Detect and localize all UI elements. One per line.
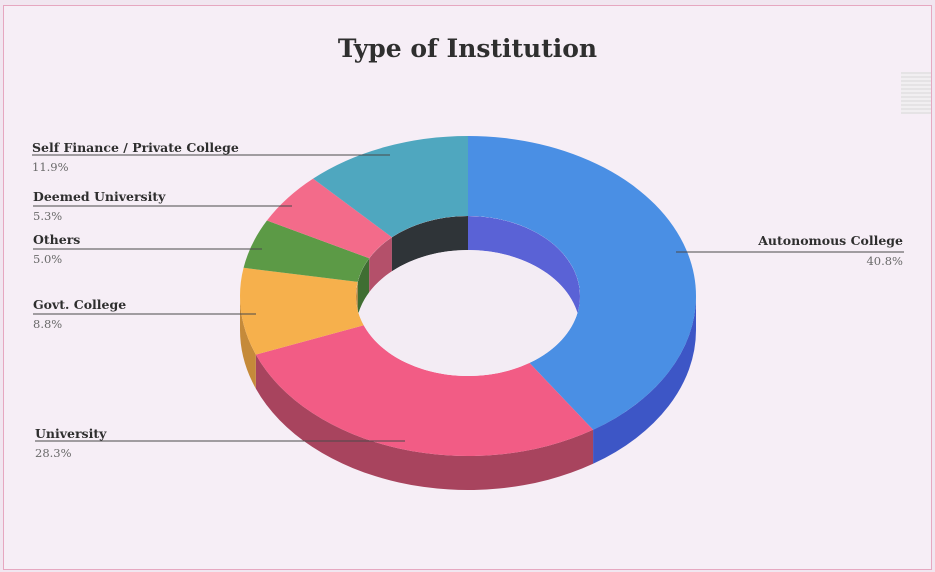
slice-inner-deemed-university <box>369 237 392 293</box>
slice-others <box>243 220 370 282</box>
label-others: Others <box>33 232 81 247</box>
value-deemed-university: 5.3% <box>33 209 63 223</box>
slice-side-autonomous-college <box>593 296 696 464</box>
label-deemed-university: Deemed University <box>33 189 166 204</box>
slice-self-finance-private-college <box>313 136 468 238</box>
scan-artifact <box>901 72 931 114</box>
slice-side-university <box>255 354 594 491</box>
slice-deemed-university <box>266 178 392 259</box>
value-govt-college: 8.8% <box>33 317 63 331</box>
value-autonomous-college: 40.8% <box>866 254 903 268</box>
chart-title: Type of Institution <box>337 34 598 63</box>
value-self-finance-private-college: 11.9% <box>32 160 69 174</box>
value-others: 5.0% <box>33 252 63 266</box>
slice-inner-autonomous-college <box>468 216 580 330</box>
label-university: University <box>35 426 107 441</box>
slice-inner-others <box>357 258 370 316</box>
slice-inner-self-finance-private-college <box>391 216 468 272</box>
label-autonomous-college: Autonomous College <box>758 233 903 248</box>
slice-side-govt-college <box>240 296 256 389</box>
label-self-finance-private-college: Self Finance / Private College <box>32 140 239 155</box>
slice-university <box>255 325 594 457</box>
slice-autonomous-college <box>468 136 697 430</box>
label-govt-college: Govt. College <box>33 297 127 312</box>
value-university: 28.3% <box>35 446 72 460</box>
slice-govt-college <box>240 267 364 355</box>
